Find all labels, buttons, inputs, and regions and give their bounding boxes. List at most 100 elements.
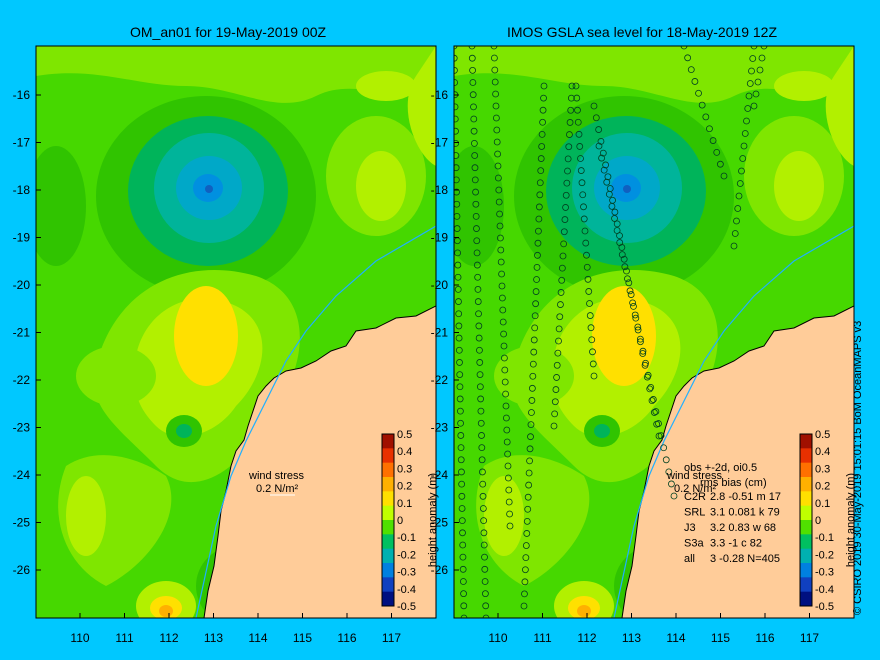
track-marker	[459, 565, 467, 573]
track-marker	[636, 335, 644, 343]
track-marker	[621, 263, 629, 271]
track-marker	[583, 251, 590, 259]
track-marker	[613, 227, 621, 234]
track-marker	[455, 298, 462, 305]
track-marker	[472, 212, 480, 220]
track-marker	[478, 444, 486, 452]
lat-tick-label: -20	[431, 278, 449, 292]
track-marker	[574, 106, 581, 114]
track-marker	[746, 80, 754, 87]
colorbar-frame	[381, 433, 395, 607]
track-marker	[536, 191, 544, 199]
track-marker	[691, 78, 699, 85]
track-marker	[577, 155, 584, 162]
lat-tick-label: -19	[13, 231, 31, 245]
track-marker	[580, 203, 587, 211]
track-marker	[505, 474, 512, 482]
left-panel-title: OM_an01 for 19-May-2019 00Z	[130, 24, 327, 40]
track-marker	[540, 94, 547, 102]
track-marker	[454, 164, 460, 172]
track-marker	[642, 359, 649, 367]
stat-label: all	[684, 553, 695, 565]
track-marker	[627, 291, 635, 298]
track-marker	[494, 162, 502, 170]
track-marker	[495, 198, 503, 206]
track-marker	[602, 161, 610, 169]
colorbar-tick-label: 0.3	[397, 463, 412, 475]
track-marker	[522, 554, 530, 562]
svg-text:obs +-2d, oi0.5: obs +-2d, oi0.5	[684, 462, 757, 474]
track-marker	[491, 54, 498, 62]
colorbar-segment	[800, 548, 812, 564]
track-marker	[734, 205, 742, 212]
track-marker	[644, 371, 652, 379]
track-marker	[499, 294, 506, 302]
track-marker	[496, 222, 504, 230]
svg-text:0.2 N/m²: 0.2 N/m²	[256, 483, 299, 495]
track-marker	[557, 301, 564, 308]
track-marker	[578, 179, 586, 187]
track-marker	[479, 505, 487, 512]
track-marker	[458, 505, 466, 512]
svg-text:0.2 N/m²: 0.2 N/m²	[674, 483, 717, 495]
colorbar-tick-label: 0.4	[815, 446, 830, 458]
track-marker	[505, 498, 513, 506]
track-marker	[649, 396, 657, 403]
track-marker	[756, 66, 764, 74]
track-marker	[613, 220, 621, 228]
colorbar-segment	[382, 534, 394, 550]
track-marker	[561, 216, 569, 223]
track-marker	[562, 204, 569, 211]
track-marker	[731, 230, 739, 237]
track-marker	[479, 468, 486, 476]
track-marker	[748, 67, 755, 75]
track-marker	[749, 55, 757, 62]
track-marker	[582, 239, 590, 247]
svg-text:rms bias (cm): rms bias (cm)	[700, 477, 767, 489]
track-marker	[525, 469, 533, 477]
track-marker	[637, 338, 644, 346]
track-marker	[499, 306, 507, 314]
track-marker	[470, 139, 478, 147]
track-marker	[500, 330, 507, 338]
track-marker	[589, 360, 597, 368]
track-marker	[524, 493, 532, 501]
track-marker	[503, 414, 510, 422]
track-marker	[501, 366, 509, 374]
track-marker	[500, 342, 508, 350]
lon-tick-label: 111	[533, 631, 552, 645]
lat-tick-label: -16	[13, 88, 31, 102]
track-marker	[469, 91, 477, 99]
track-marker	[526, 445, 534, 453]
colorbar-tick-label: -0.5	[815, 601, 834, 613]
track-marker	[499, 318, 507, 326]
colorbar-tick-label: -0.2	[397, 549, 416, 561]
track-marker	[618, 251, 626, 259]
track-marker	[608, 202, 616, 210]
track-marker	[495, 186, 503, 194]
track-marker	[504, 462, 512, 470]
lat-tick-label: -22	[13, 373, 31, 387]
lon-tick-label: 112	[577, 631, 596, 645]
colorbar-tick-label: 0.1	[397, 498, 412, 510]
lat-tick-label: -23	[13, 421, 31, 435]
track-marker	[473, 261, 481, 269]
track-marker	[646, 385, 654, 393]
colorbar-segment	[382, 462, 394, 478]
stat-label: C2R	[684, 491, 706, 503]
colorbar-tick-label: -0.5	[397, 601, 416, 613]
track-marker	[459, 541, 467, 549]
track-marker	[540, 82, 548, 90]
track-marker	[476, 346, 483, 354]
track-marker	[470, 115, 478, 123]
colorbar-tick-label: 0.2	[397, 481, 412, 493]
track-marker	[481, 565, 489, 573]
track-marker	[567, 94, 575, 102]
lon-tick-label: 114	[666, 631, 685, 645]
lon-tick-label: 115	[293, 631, 312, 645]
track-marker	[457, 419, 464, 427]
track-marker	[577, 167, 585, 174]
lon-tick-label: 112	[159, 631, 178, 645]
track-marker	[497, 258, 505, 266]
track-marker	[458, 492, 466, 500]
